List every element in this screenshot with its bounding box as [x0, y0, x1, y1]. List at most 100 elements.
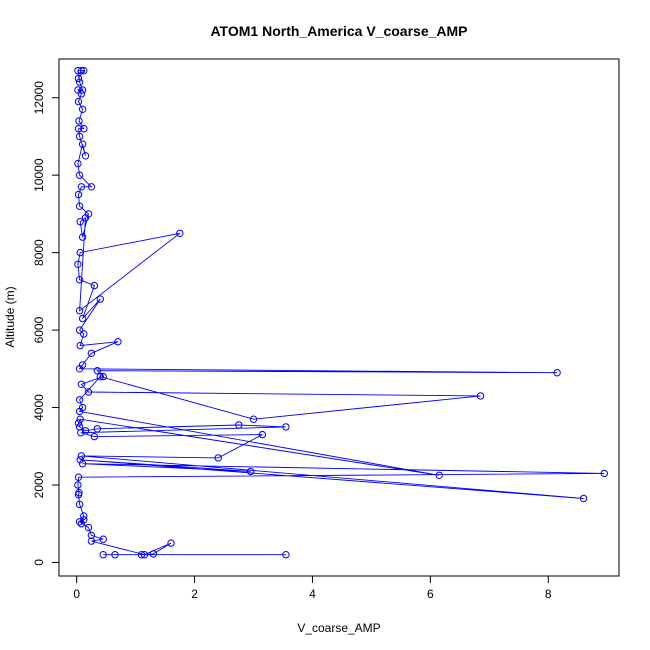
data-point [74, 159, 82, 168]
x-axis-label: V_coarse_AMP [297, 621, 380, 635]
data-point [93, 425, 102, 433]
data-point [74, 125, 83, 133]
data-point [84, 210, 93, 218]
data-point [600, 469, 608, 478]
data-point [282, 423, 290, 431]
data-point [76, 415, 84, 423]
data-point [235, 421, 243, 429]
data-point [75, 78, 84, 86]
data-point [74, 74, 83, 83]
data-point [81, 152, 90, 160]
x-axis: 0 2 4 6 8 [73, 575, 552, 601]
data-point [99, 372, 107, 381]
data-point [87, 531, 96, 539]
data-point [75, 117, 83, 125]
y-tick-label: 0 [32, 559, 46, 566]
data-point [80, 66, 88, 75]
data-point [96, 295, 105, 303]
data-point [78, 140, 87, 148]
data-point [78, 460, 87, 468]
data-point [76, 341, 84, 350]
y-tick-label: 2000 [32, 471, 46, 498]
data-point [80, 125, 88, 133]
data-point [74, 473, 83, 481]
data-point [96, 372, 105, 381]
data-point [90, 432, 99, 441]
x-tick-label: 2 [191, 587, 198, 601]
data-point [74, 419, 83, 427]
data-point [74, 260, 82, 268]
y-tick-label: 10000 [32, 158, 46, 192]
data-point [149, 550, 158, 558]
series-line [76, 70, 605, 556]
data-point [75, 326, 84, 334]
y-axis: 0 2000 4000 6000 8000 10000 12000 [32, 81, 60, 566]
data-point [84, 388, 93, 396]
y-tick-label: 12000 [32, 81, 46, 115]
data-point [90, 281, 99, 290]
data-point [75, 132, 84, 141]
data-point [78, 233, 87, 241]
data-point [176, 229, 184, 238]
data-point [80, 330, 88, 338]
data-point [75, 276, 84, 284]
data-point [77, 452, 86, 460]
data-point [75, 518, 84, 526]
data-point [87, 537, 96, 545]
data-point [75, 396, 84, 404]
data-point [77, 520, 86, 528]
x-tick-label: 8 [545, 587, 552, 601]
data-point [74, 481, 82, 489]
x-tick-label: 6 [427, 587, 434, 601]
data-point [81, 427, 90, 435]
data-point [77, 66, 86, 75]
data-point [246, 467, 255, 476]
data-point [93, 367, 102, 375]
chart-title: ATOM1 North_America V_coarse_AMP [210, 23, 467, 39]
data-point [111, 551, 119, 559]
data-point [140, 551, 149, 559]
data-point [76, 248, 84, 257]
data-point [80, 512, 88, 520]
data-point [87, 349, 96, 357]
plot-box [58, 58, 620, 577]
y-tick-label: 6000 [32, 316, 46, 343]
data-point [78, 105, 87, 114]
data-point [114, 338, 122, 346]
data-point [78, 314, 87, 323]
data-point [99, 535, 107, 543]
data-point [74, 97, 83, 106]
data-point [214, 454, 222, 462]
data-point [167, 539, 175, 547]
data-point [80, 516, 88, 524]
data-point [75, 171, 84, 179]
data-point [77, 183, 86, 191]
data-point [87, 183, 96, 191]
y-axis-label: Altitude (m) [3, 286, 17, 347]
series-points [74, 66, 608, 559]
y-tick-label: 4000 [32, 394, 46, 421]
series-polyline [76, 70, 605, 556]
y-tick-label: 8000 [32, 239, 46, 266]
data-point [137, 551, 146, 559]
data-point [282, 551, 290, 559]
data-point [78, 403, 87, 412]
data-point [75, 202, 84, 210]
data-point [75, 489, 83, 497]
data-point [435, 471, 443, 479]
data-point [75, 500, 84, 509]
data-point [258, 430, 267, 439]
data-point [75, 423, 84, 431]
data-point [74, 86, 82, 94]
data-point [249, 415, 258, 423]
data-point [99, 551, 107, 559]
x-tick-label: 4 [309, 587, 316, 601]
data-point [579, 494, 588, 503]
data-point [476, 392, 485, 400]
data-point [77, 380, 86, 388]
data-point [553, 369, 561, 377]
data-point [76, 456, 84, 464]
data-point [78, 86, 87, 94]
data-point [74, 66, 82, 75]
